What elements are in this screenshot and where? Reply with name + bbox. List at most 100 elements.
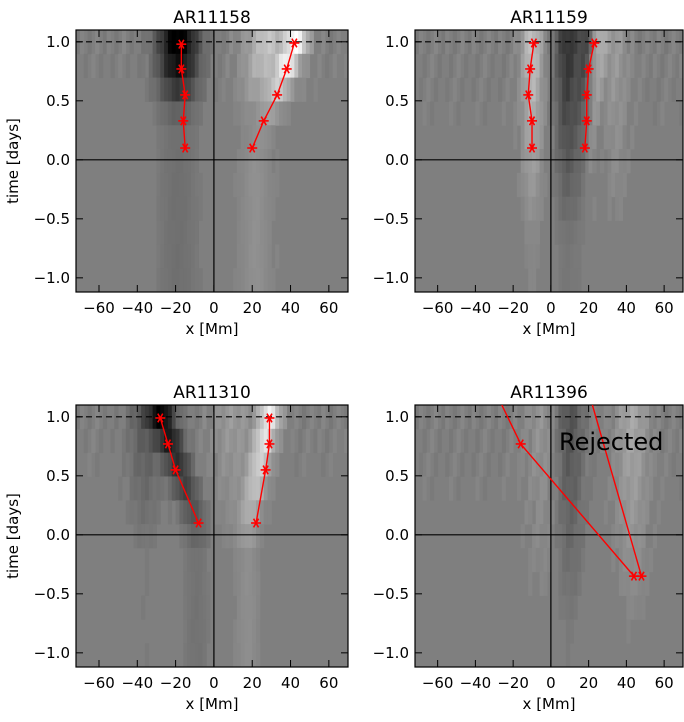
- image-cell: [430, 101, 435, 126]
- image-cell: [110, 428, 115, 454]
- asterisk-marker: [579, 143, 590, 153]
- image-cell: [259, 220, 265, 245]
- image-cell: [183, 643, 188, 667]
- image-cell: [167, 77, 173, 102]
- image-cell: [524, 172, 529, 198]
- series-layer: [501, 405, 647, 581]
- plot-frame: [75, 29, 349, 293]
- image-cell: [252, 428, 257, 454]
- image-cell: [263, 30, 268, 55]
- image-cell: [179, 452, 184, 477]
- image-cell: [577, 220, 582, 245]
- image-cell: [198, 500, 203, 525]
- image-cell: [675, 428, 680, 454]
- image-cell: [569, 524, 574, 549]
- image-cell: [577, 268, 582, 292]
- image-cell: [321, 452, 326, 477]
- image-cell: [558, 196, 563, 221]
- image-cell: [179, 77, 184, 102]
- image-cell: [622, 77, 627, 102]
- image-cell: [630, 547, 635, 573]
- image-cell: [141, 500, 146, 525]
- image-cell: [535, 547, 540, 573]
- image-cell: [539, 452, 544, 477]
- asterisk-marker: [176, 64, 187, 74]
- image-cell: [558, 53, 563, 79]
- image-cell: [252, 547, 257, 573]
- image-cell: [244, 476, 249, 501]
- image-cell: [187, 595, 192, 620]
- image-cell: [152, 101, 157, 126]
- image-cell: [543, 500, 548, 525]
- image-cell: [210, 452, 215, 477]
- image-cell: [573, 595, 578, 620]
- image-cell: [418, 77, 423, 102]
- image-cell: [562, 428, 567, 454]
- image-cell: [141, 53, 146, 79]
- image-cell: [144, 643, 150, 667]
- y-tick-label: 0.0: [385, 151, 409, 169]
- marker-stroke: [178, 64, 185, 74]
- image-cell: [539, 196, 544, 221]
- image-cell: [298, 53, 303, 79]
- x-tick-label: 40: [281, 299, 300, 317]
- panel-title: AR11310: [173, 383, 251, 403]
- image-cell: [550, 53, 556, 79]
- image-cell: [577, 476, 582, 501]
- image-cell: [520, 196, 525, 221]
- image-cell: [554, 524, 559, 549]
- image-cell: [194, 172, 199, 198]
- marker-stroke: [266, 439, 273, 449]
- image-cell: [233, 172, 238, 198]
- image-cell: [558, 172, 563, 198]
- series-layer: [155, 413, 275, 528]
- image-cell: [263, 476, 268, 501]
- image-cell: [194, 196, 199, 221]
- image-cell: [194, 643, 199, 667]
- image-cell: [452, 452, 457, 477]
- image-cell: [569, 220, 574, 245]
- image-cell: [630, 53, 635, 79]
- series-layer: [176, 38, 300, 153]
- image-cell: [221, 476, 226, 501]
- image-cell: [532, 77, 537, 102]
- image-cell: [240, 125, 245, 150]
- image-cell: [607, 196, 612, 221]
- image-cell: [325, 428, 330, 454]
- image-cell: [198, 619, 203, 644]
- asterisk-marker: [636, 571, 647, 581]
- image-cell: [267, 149, 272, 174]
- image-cell: [524, 77, 529, 102]
- image-cell: [252, 405, 257, 430]
- image-cell: [236, 452, 242, 477]
- image-cell: [626, 53, 631, 79]
- image-cell: [626, 149, 631, 174]
- image-cell: [562, 500, 567, 525]
- asterisk-marker: [264, 439, 275, 449]
- image-cell: [194, 244, 199, 269]
- image-cell: [236, 53, 242, 79]
- marker-stroke: [181, 143, 189, 153]
- image-cell: [190, 244, 196, 269]
- image-cell: [558, 149, 563, 174]
- image-cell: [558, 500, 563, 525]
- image-cell: [539, 428, 544, 454]
- image-cell: [422, 428, 427, 454]
- image-cell: [240, 77, 245, 102]
- image-cell: [554, 77, 559, 102]
- image-cell: [202, 53, 207, 79]
- image-cell: [152, 53, 157, 79]
- y-tick-label: −0.5: [34, 585, 70, 603]
- image-cell: [121, 428, 127, 454]
- asterisk-marker: [581, 90, 592, 100]
- image-cell: [259, 244, 265, 269]
- image-cell: [248, 101, 253, 126]
- image-cell: [294, 77, 299, 102]
- image-cell: [490, 53, 495, 79]
- image-cell: [607, 149, 612, 174]
- image-cell: [569, 172, 574, 198]
- image-cell: [498, 452, 503, 477]
- image-cell: [452, 405, 457, 430]
- image-cell: [573, 125, 578, 150]
- image-cell: [233, 524, 238, 549]
